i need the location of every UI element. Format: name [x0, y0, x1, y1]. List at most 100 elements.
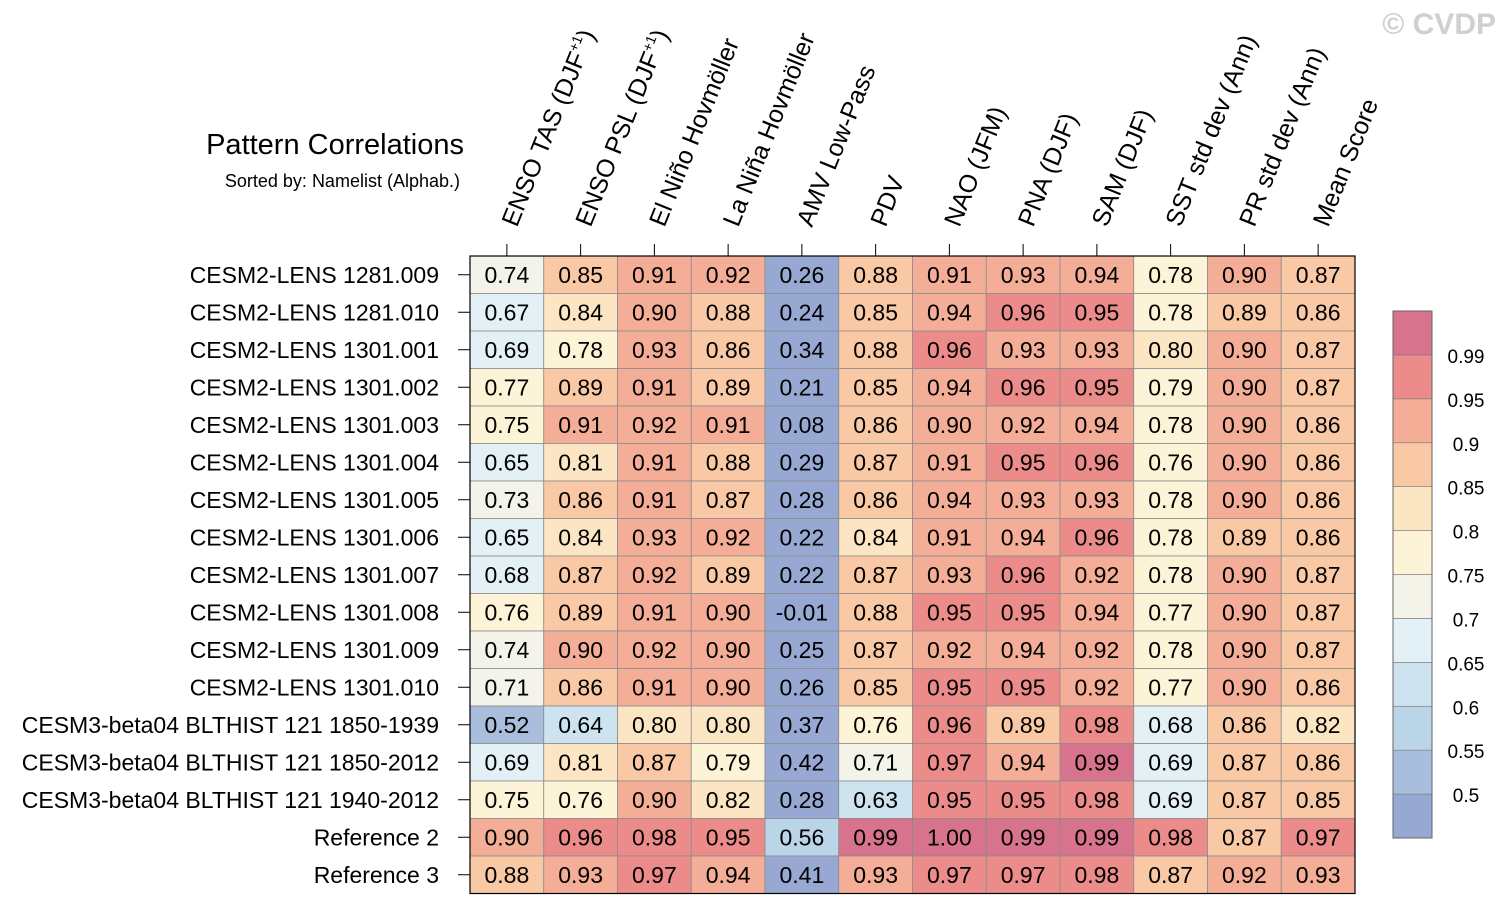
cell-value-label: 0.91 [927, 262, 972, 288]
heatmap-cell [690, 330, 766, 369]
row-label: CESM3-beta04 BLTHIST 121 1940-2012 [22, 787, 439, 813]
cell-value-label: 0.88 [853, 262, 898, 288]
heatmap-cell [764, 855, 840, 894]
cell-value-label: 0.87 [706, 487, 751, 513]
row-label: CESM2-LENS 1281.010 [190, 299, 439, 325]
heatmap-cell [469, 443, 545, 482]
cell-value-label: 0.76 [1148, 449, 1193, 475]
cell-value-label: 0.87 [1296, 637, 1341, 663]
cell-value-label: 0.41 [779, 862, 824, 888]
cell-value-label: 0.92 [1074, 562, 1119, 588]
heatmap-cell [1133, 368, 1208, 407]
row-label: CESM2-LENS 1301.003 [190, 412, 439, 438]
cell-value-label: 0.76 [484, 599, 529, 625]
heatmap-cell [838, 405, 913, 444]
cell-value-label: 0.42 [779, 749, 824, 775]
colorbar-band [1392, 705, 1433, 751]
heatmap-cell [617, 405, 692, 444]
heatmap-cell [985, 443, 1061, 482]
heatmap-cell [1133, 480, 1208, 519]
heatmap-cell [617, 330, 692, 369]
heatmap-cell [469, 255, 545, 294]
cell-value-label: 0.91 [632, 487, 677, 513]
heatmap-cell [912, 630, 987, 669]
cell-value-label: 0.94 [1074, 599, 1119, 625]
cell-value-label: 0.84 [558, 524, 603, 550]
colorbar-tick-label: 0.95 [1448, 391, 1485, 412]
cell-value-label: 0.79 [706, 749, 751, 775]
cell-value-label: 0.91 [558, 412, 603, 438]
heatmap-cell [1280, 330, 1356, 369]
heatmap-cell [1059, 293, 1135, 332]
cell-value-label: 0.87 [1222, 749, 1267, 775]
colorbar-tick-label: 0.5 [1453, 786, 1479, 807]
cell-value-label: 0.81 [558, 749, 603, 775]
heatmap-cell [912, 855, 987, 894]
cell-value-label: 0.90 [1222, 262, 1267, 288]
heatmap-cell [690, 480, 766, 519]
heatmap-cell [1133, 518, 1208, 557]
row-label: CESM2-LENS 1301.001 [190, 337, 439, 363]
heatmap-cell [543, 630, 618, 669]
colorbar-tick-label: 0.65 [1448, 654, 1485, 675]
cell-value-label: 0.87 [1296, 262, 1341, 288]
heatmap-cell [690, 443, 766, 482]
cell-value-label: 0.87 [853, 449, 898, 475]
cell-value-label: 0.78 [1148, 299, 1193, 325]
heatmap-cell [469, 555, 545, 594]
cell-value-label: 0.91 [632, 449, 677, 475]
cell-value-label: 0.92 [1001, 412, 1046, 438]
cell-value-label: 0.96 [558, 824, 603, 850]
column-label: Mean Score [1308, 95, 1384, 230]
heatmap-cell [1133, 593, 1208, 632]
cell-value-label: 0.84 [558, 299, 603, 325]
heatmap-cell [912, 705, 987, 744]
heatmap-cell [912, 368, 987, 407]
column-labels: ENSO TAS (DJF+1)ENSO PSL (DJF+1)El Niño … [496, 25, 1384, 256]
heatmap-cell [912, 405, 987, 444]
row-label: CESM2-LENS 1281.009 [190, 262, 439, 288]
cell-value-label: 0.89 [1222, 299, 1267, 325]
heatmap-cell [912, 443, 987, 482]
cell-value-label: 0.52 [484, 712, 529, 738]
heatmap-cell [838, 443, 913, 482]
cell-value-label: 0.90 [1222, 562, 1267, 588]
cell-value-label: 0.87 [1148, 862, 1193, 888]
cell-value-label: 0.91 [706, 412, 751, 438]
colorbar-band [1392, 662, 1433, 707]
cell-value-label: 0.92 [1074, 674, 1119, 700]
heatmap-cell [1207, 630, 1282, 669]
cell-value-label: 0.87 [1296, 337, 1341, 363]
cell-value-label: 0.95 [706, 824, 751, 850]
cell-value-label: 0.95 [927, 674, 972, 700]
cell-value-label: 0.84 [853, 524, 898, 550]
cell-value-label: 0.97 [927, 862, 972, 888]
heatmap-cell [912, 555, 987, 594]
cell-value-label: 0.87 [632, 749, 677, 775]
heatmap-cell [764, 405, 840, 444]
chart-title: Pattern Correlations [206, 129, 464, 161]
heatmap-cell [1207, 743, 1282, 782]
colorbar-band [1392, 618, 1433, 663]
heatmap-cell [838, 480, 913, 519]
cell-value-label: 0.87 [853, 562, 898, 588]
cell-value-label: 0.80 [632, 712, 677, 738]
heatmap-cell [690, 855, 766, 894]
colorbar-band [1392, 354, 1433, 400]
cell-value-label: 0.26 [779, 674, 824, 700]
heatmap-cell [1280, 480, 1356, 519]
heatmap-cell [469, 368, 545, 407]
cell-value-label: 0.93 [1296, 862, 1341, 888]
heatmap-cell [469, 855, 545, 894]
cell-value-label: 0.69 [484, 337, 529, 363]
cell-value-label: 0.94 [927, 374, 972, 400]
cell-value-label: 0.93 [1001, 487, 1046, 513]
cell-value-label: 0.86 [1296, 487, 1341, 513]
cell-value-label: 0.76 [558, 787, 603, 813]
heatmap-cell [1280, 855, 1356, 894]
cell-value-label: 0.90 [1222, 599, 1267, 625]
cell-value-label: 0.89 [1222, 524, 1267, 550]
cell-value-label: 0.90 [706, 599, 751, 625]
colorbar-tick-label: 0.7 [1453, 610, 1479, 631]
heatmap-cell [543, 255, 618, 294]
